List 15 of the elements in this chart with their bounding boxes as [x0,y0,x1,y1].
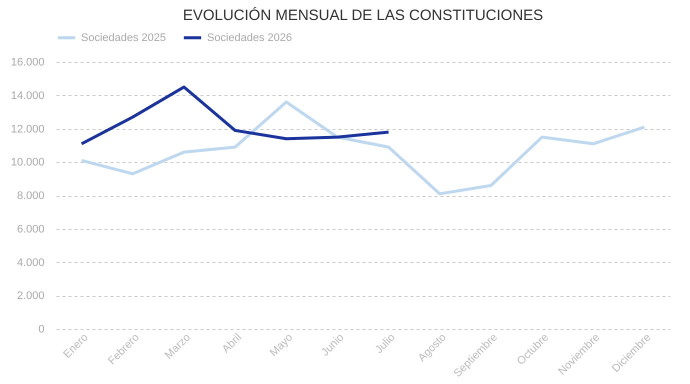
chart-title: EVOLUCIÓN MENSUAL DE LAS CONSTITUCIONES [182,6,544,24]
legend-label: Sociedades 2025 [81,32,166,44]
x-tick-label: Julio [373,332,398,356]
legend-label: Sociedades 2026 [207,32,292,44]
y-tick-label: 2.000 [16,290,44,302]
y-tick-label: 10.000 [10,156,44,169]
line-series [80,86,390,146]
y-tick-label: 14.000 [10,90,44,102]
line-series [80,100,646,196]
y-tick-label: 12.000 [10,123,44,136]
y-tick-label: 16.000 [10,56,44,68]
y-tick-label: 0 [38,324,44,336]
y-tick-label: 6.000 [16,223,44,236]
y-tick-label: 4.000 [16,256,44,269]
y-tick-label: 8.000 [16,190,44,202]
